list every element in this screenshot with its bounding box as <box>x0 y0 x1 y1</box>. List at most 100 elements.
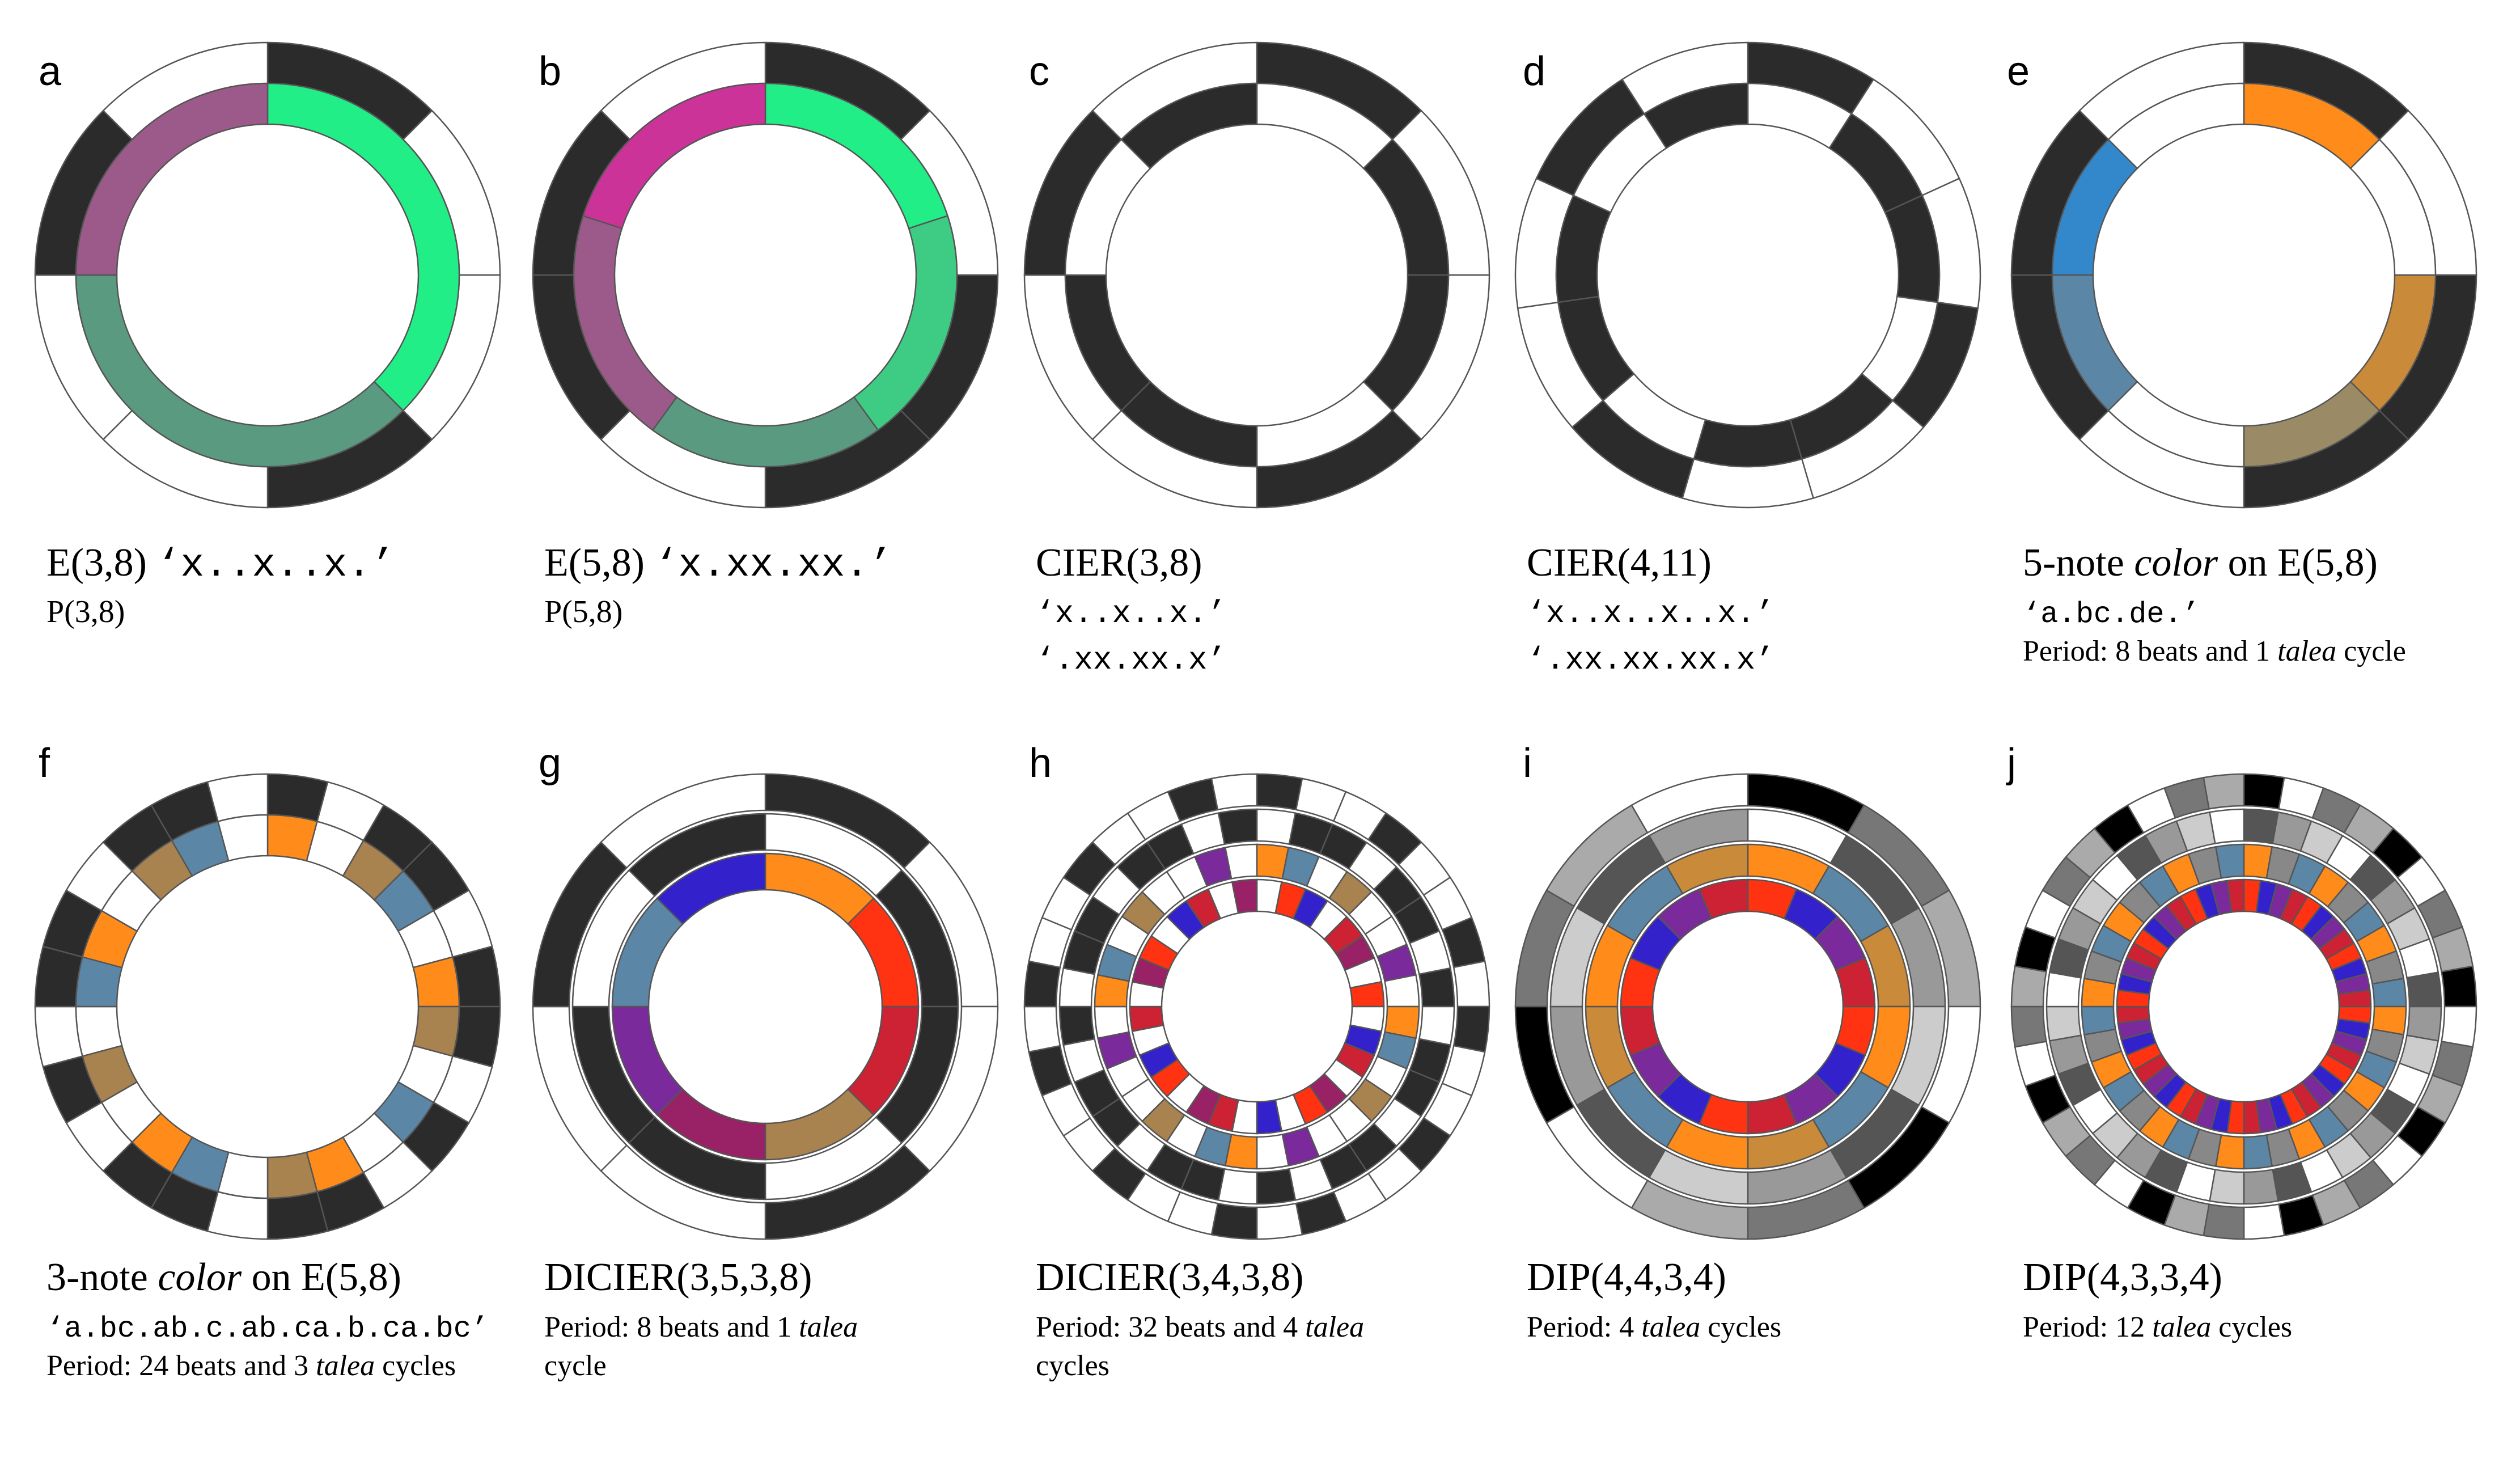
ring-1 <box>1023 773 1490 1240</box>
caption-text: cycle <box>2336 635 2406 667</box>
ring-1 <box>1023 41 1490 509</box>
caption-text: Period: 24 beats and 3 <box>46 1350 316 1382</box>
ring-2 <box>75 814 460 1199</box>
ring-1 <box>2010 773 2477 1240</box>
caption-line: Period: 8 beats and 1 talea <box>544 1311 858 1343</box>
ring-1 <box>34 41 501 509</box>
caption-line: ‘.xx.xx.xx.x’ <box>1527 642 1774 678</box>
caption-text: Period: 8 beats and 1 <box>2023 635 2277 667</box>
caption-line: Period: 12 talea cycles <box>2023 1311 2292 1343</box>
panel-letter: d <box>1523 49 1545 94</box>
ring-3 <box>2081 843 2407 1170</box>
caption-line: E(5,8) ‘x.xx.xx.’ <box>544 541 892 588</box>
ring-cell <box>2441 965 2477 1008</box>
panel-letter: f <box>39 741 50 786</box>
ring-cell <box>1120 82 1258 170</box>
caption-text: talea <box>1305 1311 1364 1343</box>
panel-g: g DICIER(3,5,3,8) Period: 8 beats and 1 ta… <box>532 741 999 1382</box>
panel-letter: h <box>1029 741 1052 786</box>
ring-cell <box>2243 1203 2285 1240</box>
ring-cell <box>1698 878 1749 920</box>
panel-d: d CIER(4,11) ‘x..x..x..x.’ ‘.xx.xx.xx.x’ <box>1514 41 1981 678</box>
ring-cell <box>628 813 766 897</box>
caption-text: cycles <box>2211 1311 2292 1343</box>
caption-line: DICIER(3,4,3,8) <box>1036 1256 1303 1299</box>
ring-cell <box>2214 843 2245 879</box>
ring-cell <box>1231 878 1258 914</box>
ring-cell <box>1643 82 1749 149</box>
ring-cell <box>2406 971 2442 1008</box>
ring-cell <box>2441 1005 2477 1048</box>
caption-text: ‘a.bc.ab.c.ab.ca.b.ca.bc’ <box>46 1312 489 1346</box>
caption-text: ‘.xx.xx.x’ <box>1036 642 1226 678</box>
panel-h: h DICIER(3,4,3,8) Period: 32 beats and 4 t… <box>1023 741 1490 1382</box>
caption-text: talea <box>316 1350 375 1382</box>
panel-letter: b <box>539 49 561 94</box>
panel-letter: j <box>2006 741 2016 786</box>
ring-arc <box>582 82 766 230</box>
ring-cell <box>217 814 269 862</box>
ring-cell <box>1384 974 1420 1008</box>
panel-e: e 5-note color on E(5,8) ‘a.bc.de.’ Period:… <box>2007 41 2477 667</box>
ring-cell <box>2203 773 2245 810</box>
caption-text: P(3,8) <box>46 594 125 629</box>
ring-1 <box>1514 773 1981 1240</box>
caption-text: E(5,8) <box>544 541 654 585</box>
panel-i: i DIP(4,4,3,4) Period: 4 talea cycles <box>1514 741 1981 1343</box>
panel-caption: DIP(4,4,3,4) Period: 4 talea cycles <box>1527 1256 1781 1343</box>
ring-cell <box>2209 808 2245 844</box>
panel-caption: DIP(4,3,3,4) Period: 12 talea cycles <box>2023 1256 2292 1343</box>
caption-text: color <box>2134 541 2218 585</box>
panel-caption: E(5,8) ‘x.xx.xx.’ P(5,8) <box>544 541 892 629</box>
panel-letter: c <box>1029 49 1049 94</box>
ring-cell <box>2243 1169 2279 1205</box>
ring-cell <box>2243 773 2285 810</box>
caption-line: CIER(3,8) <box>1036 541 1202 585</box>
panel-f: f 3-note color on E(5,8) ‘a.bc.ab.c.ab.ca.… <box>34 741 501 1382</box>
ring-cell <box>1256 1134 1290 1170</box>
ring-cell <box>266 1190 329 1240</box>
caption-text: Period: 32 beats and 4 <box>1036 1311 1305 1343</box>
panel-a: a E(3,8) ‘x..x..x.’ P(3,8) <box>34 41 501 629</box>
caption-text: 5-note <box>2023 541 2134 585</box>
ring-cell <box>2371 977 2407 1008</box>
ring-cell <box>600 773 766 869</box>
ring-cell <box>1058 1005 1096 1046</box>
caption-text: ‘x.xx.xx.’ <box>654 543 892 588</box>
panel-letter: e <box>2007 49 2030 94</box>
ring-2 <box>571 813 959 1201</box>
caption-line: Period: 4 talea cycles <box>1527 1311 1781 1343</box>
ring-cell <box>2010 1005 2047 1048</box>
panel-c: c CIER(3,8) ‘x..x..x.’ ‘.xx.xx.x’ <box>1023 41 1490 678</box>
caption-text: CIER(3,8) <box>1036 541 1202 585</box>
ring-cell <box>1648 808 1749 864</box>
panel-letter: g <box>539 741 561 786</box>
ring-2 <box>573 82 958 468</box>
caption-text: on E(5,8) <box>2218 541 2378 585</box>
panel-caption: DICIER(3,4,3,8) Period: 32 beats and 4 ta… <box>1036 1256 1364 1382</box>
caption-line: DIP(4,4,3,4) <box>1527 1256 1726 1299</box>
ring-2 <box>1058 808 1455 1205</box>
caption-line: ‘x..x..x..x.’ <box>1527 595 1774 632</box>
caption-line: CIER(4,11) <box>1527 541 1712 585</box>
ring-cell <box>1224 843 1258 880</box>
ring-cell <box>34 1005 84 1068</box>
panel-caption: DICIER(3,5,3,8) Period: 8 beats and 1 tal… <box>544 1256 858 1382</box>
ring-cell <box>2226 878 2245 913</box>
panel-b: b E(5,8) ‘x.xx.xx.’ P(5,8) <box>532 41 999 629</box>
ring-cell <box>1217 808 1258 846</box>
ring-3 <box>1585 843 1911 1170</box>
caption-text: cycles <box>1036 1350 1109 1382</box>
caption-text: talea <box>2152 1311 2211 1343</box>
panel-caption: 5-note color on E(5,8) ‘a.bc.de.’ Period: … <box>2023 541 2406 667</box>
caption-text: Period: 12 <box>2023 1311 2152 1343</box>
caption-text: cycle <box>544 1350 607 1382</box>
caption-line: ‘.xx.xx.x’ <box>1036 642 1226 678</box>
ring-2 <box>75 82 460 468</box>
ring-cell <box>2243 1134 2273 1170</box>
caption-line: Period: 24 beats and 3 talea cycles <box>46 1350 456 1382</box>
caption-text: P(5,8) <box>544 594 622 629</box>
ring-cell <box>1452 1005 1490 1053</box>
ring-cell <box>1256 1168 1297 1205</box>
caption-text: cycles <box>1700 1311 1781 1343</box>
